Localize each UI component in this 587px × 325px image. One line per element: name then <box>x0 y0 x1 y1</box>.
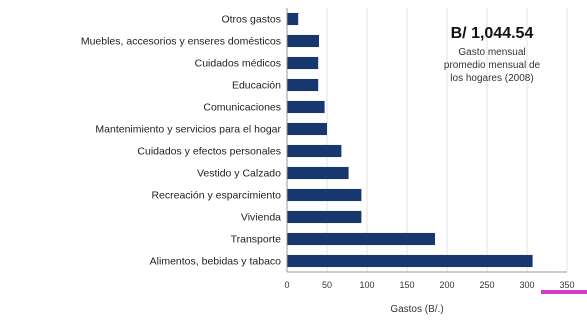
total-caption-line-3: los hogares (2008) <box>450 73 533 84</box>
category-label: Comunicaciones <box>203 102 281 114</box>
x-tick-labels: 0 50 100 150 200 250 300 350 <box>284 280 574 290</box>
total-value: B/ 1,044.54 <box>451 25 534 42</box>
bar <box>287 232 435 246</box>
bar <box>287 210 362 224</box>
category-label: Vivienda <box>241 212 281 224</box>
x-tick-label: 0 <box>284 280 289 290</box>
bar <box>287 188 362 202</box>
grid-lines <box>286 8 568 272</box>
bar <box>287 100 325 114</box>
bars <box>287 12 533 268</box>
bar <box>287 254 533 268</box>
x-tick-label: 250 <box>479 280 494 290</box>
x-tick-label: 100 <box>359 280 374 290</box>
bar <box>287 56 319 70</box>
x-tick-label: 350 <box>559 280 574 290</box>
category-label: Otros gastos <box>221 14 281 26</box>
total-caption-line-1: Gasto mensual <box>458 47 525 58</box>
x-tick-label: 150 <box>399 280 414 290</box>
bar <box>287 144 342 158</box>
total-annotation: B/ 1,044.54 Gasto mensual promedio mensu… <box>444 25 541 84</box>
category-label: Transporte <box>231 234 282 246</box>
category-label: Vestido y Calzado <box>197 168 281 180</box>
total-caption-line-2: promedio mensual de <box>444 60 541 71</box>
bar <box>287 166 349 180</box>
bar <box>287 12 299 26</box>
x-tick-label: 50 <box>322 280 332 290</box>
category-labels: Otros gastos Muebles, accesorios y ensere… <box>81 14 282 268</box>
bar <box>287 34 319 48</box>
category-label: Muebles, accesorios y enseres domésticos <box>81 36 281 48</box>
accent-mark <box>541 290 587 294</box>
category-label: Alimentos, bebidas y tabaco <box>150 256 281 268</box>
category-label: Educación <box>232 80 281 92</box>
bar <box>287 122 327 136</box>
bar <box>287 78 319 92</box>
x-tick-label: 200 <box>439 280 454 290</box>
x-axis-title: Gastos (B/.) <box>390 304 443 315</box>
category-label: Recreación y esparcimiento <box>151 190 281 202</box>
x-tick-label: 300 <box>519 280 534 290</box>
category-label: Cuidados médicos <box>195 58 281 70</box>
category-label: Mantenimiento y servicios para el hogar <box>95 124 281 136</box>
category-label: Cuidados y efectos personales <box>137 146 281 158</box>
